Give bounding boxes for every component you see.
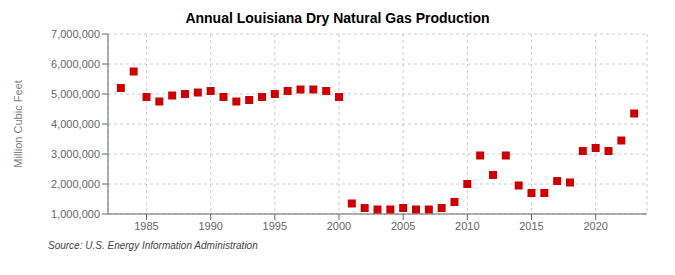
svg-text:2020: 2020 (583, 220, 607, 232)
svg-text:1990: 1990 (198, 220, 222, 232)
svg-text:1985: 1985 (134, 220, 158, 232)
html-text:Annual Louisiana Dry Natural G: Annual Louisiana Dry Natural Gas Product… (185, 10, 490, 26)
svg-text:2015: 2015 (519, 220, 543, 232)
svg-text:2,000,000: 2,000,000 (51, 178, 100, 190)
svg-text:3,000,000: 3,000,000 (51, 148, 100, 160)
svg-text:4,000,000: 4,000,000 (51, 118, 100, 130)
svg-text:Million Cubic Feet: Million Cubic Feet (12, 80, 24, 167)
svg-text:2005: 2005 (391, 220, 415, 232)
svg-text:2000: 2000 (327, 220, 351, 232)
svg-text:6,000,000: 6,000,000 (51, 58, 100, 70)
html-text:Source: U.S. Energy Informatio: Source: U.S. Energy Information Administ… (48, 240, 258, 251)
svg-text:2010: 2010 (455, 220, 479, 232)
svg-text:1,000,000: 1,000,000 (51, 208, 100, 220)
svg-text:7,000,000: 7,000,000 (51, 28, 100, 40)
svg-text:1995: 1995 (263, 220, 287, 232)
svg-text:5,000,000: 5,000,000 (51, 88, 100, 100)
